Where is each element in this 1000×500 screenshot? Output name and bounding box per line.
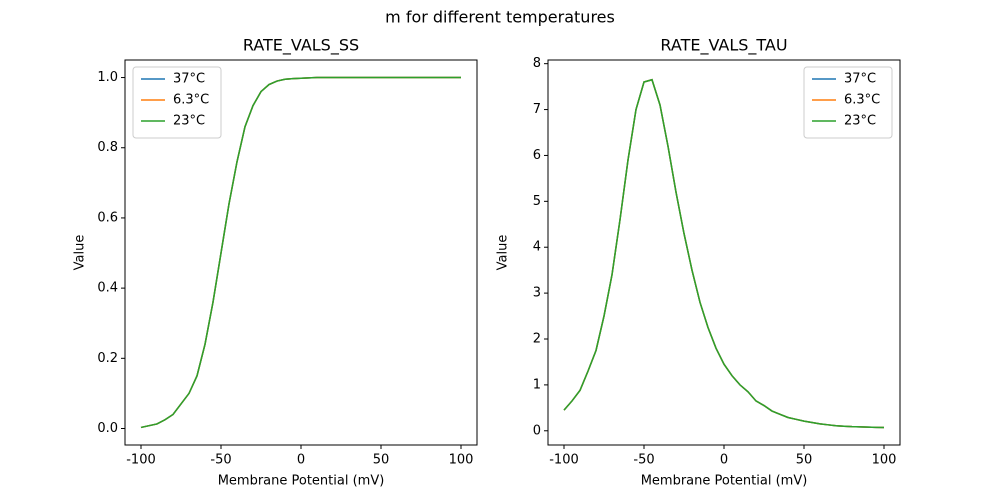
x-tick-label: 50 — [373, 453, 390, 468]
axes-frame — [124, 59, 478, 446]
x-tick-label: 50 — [796, 453, 813, 468]
y-tick-label: 1.0 — [97, 70, 118, 85]
legend-label: 6.3°C — [173, 93, 209, 108]
legend-label: 23°C — [173, 114, 205, 129]
plot-area — [140, 76, 461, 429]
y-tick-label: 2 — [533, 331, 541, 346]
legend-label: 23°C — [844, 114, 876, 129]
x-tick-label: -100 — [126, 453, 156, 468]
x-tick-label: 100 — [449, 453, 474, 468]
legend-label: 37°C — [173, 72, 205, 87]
chart-title: RATE_VALS_SS — [243, 36, 359, 56]
x-tick-label: 0 — [720, 453, 728, 468]
axes-frame — [547, 59, 901, 446]
y-tick-label: 8 — [533, 56, 541, 71]
y-tick-label: 0 — [533, 423, 541, 438]
legend-label: 6.3°C — [844, 93, 880, 108]
y-tick-label: 0.8 — [97, 140, 118, 155]
x-axis-label: Membrane Potential (mV) — [641, 474, 808, 489]
y-tick-label: 0.0 — [97, 421, 118, 436]
x-tick-label: 0 — [297, 453, 305, 468]
y-tick-label: 0.4 — [97, 281, 118, 296]
x-axis-label: Membrane Potential (mV) — [218, 474, 385, 489]
y-axis-label: Value — [73, 235, 88, 271]
y-tick-label: 3 — [533, 286, 541, 301]
y-tick-label: 5 — [533, 194, 541, 209]
y-axis-label: Value — [496, 235, 511, 271]
legend-label: 37°C — [844, 72, 876, 87]
y-tick-label: 4 — [533, 240, 541, 255]
x-tick-label: -100 — [549, 453, 579, 468]
y-tick-label: 1 — [533, 377, 541, 392]
series-line — [140, 76, 461, 429]
plot-area — [563, 78, 885, 429]
chart-title: RATE_VALS_TAU — [660, 36, 787, 56]
figure-title: m for different temperatures — [385, 8, 615, 27]
x-tick-label: -50 — [633, 453, 654, 468]
y-tick-label: 0.6 — [97, 210, 118, 225]
y-tick-label: 0.2 — [97, 351, 118, 366]
x-tick-label: 100 — [872, 453, 897, 468]
y-tick-label: 7 — [533, 102, 541, 117]
series-line — [563, 78, 885, 429]
x-tick-label: -50 — [210, 453, 231, 468]
y-tick-label: 6 — [533, 148, 541, 163]
